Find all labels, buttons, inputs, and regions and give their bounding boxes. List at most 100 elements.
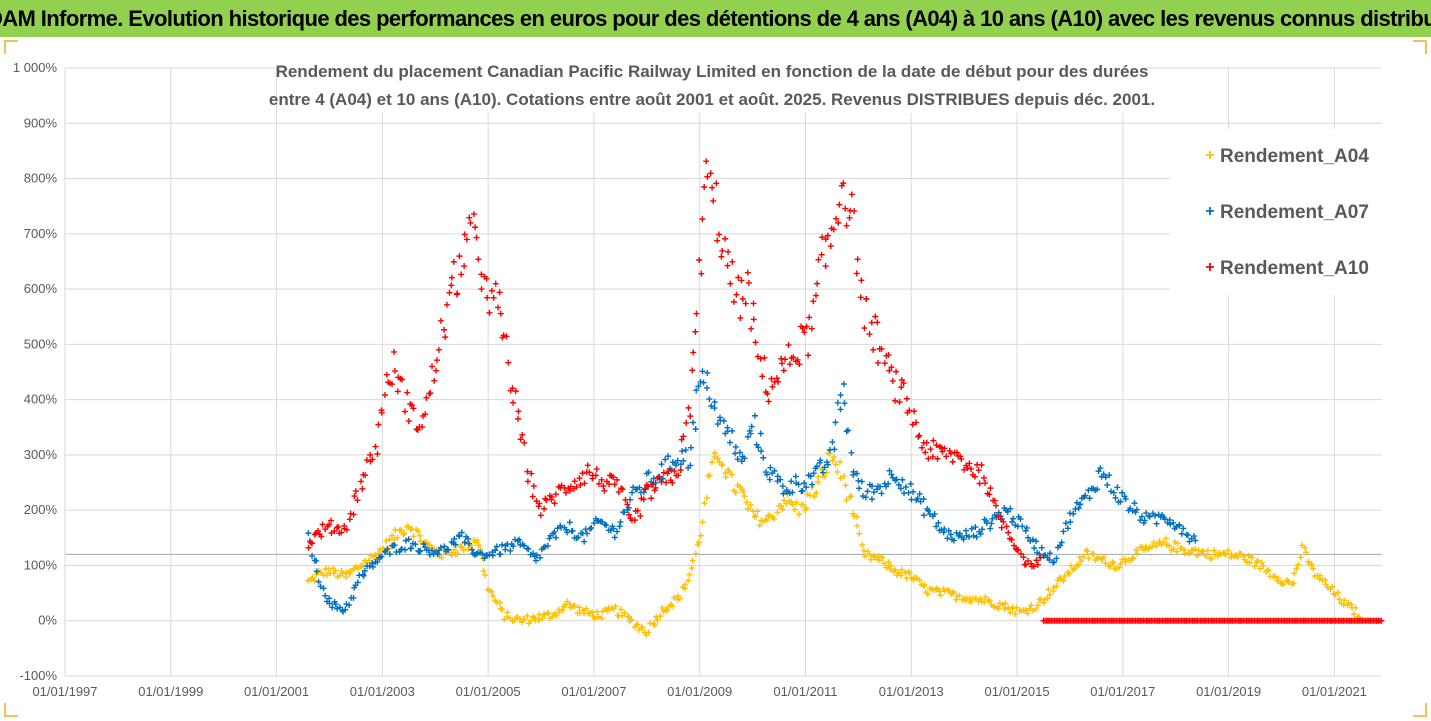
point-rendement-a04: [891, 566, 898, 573]
point-rendement-a04: [991, 603, 998, 610]
point-rendement-a04: [535, 617, 542, 624]
point-rendement-a04: [1117, 560, 1124, 567]
point-rendement-a04: [591, 615, 598, 622]
point-rendement-a10: [611, 481, 618, 488]
point-rendement-a04: [1335, 589, 1342, 596]
point-rendement-a10: [359, 485, 366, 492]
point-rendement-a04: [1170, 546, 1177, 553]
point-rendement-a07: [843, 428, 850, 435]
point-rendement-a07: [1170, 519, 1177, 526]
point-rendement-a04: [771, 515, 778, 522]
point-rendement-a04: [1078, 558, 1085, 565]
point-rendement-a04: [994, 604, 1001, 611]
point-rendement-a10: [947, 450, 954, 457]
point-rendement-a10: [893, 368, 900, 375]
point-rendement-a04: [482, 572, 489, 579]
point-rendement-a07: [625, 504, 632, 511]
point-rendement-a07: [1031, 545, 1038, 552]
point-rendement-a04: [1221, 550, 1228, 557]
point-rendement-a04: [898, 566, 905, 573]
point-rendement-a07: [1058, 539, 1065, 546]
point-rendement-a07: [486, 551, 493, 558]
point-rendement-a07: [899, 476, 906, 483]
point-rendement-a10: [943, 453, 950, 460]
point-rendement-a07: [369, 563, 376, 570]
point-rendement-a07: [748, 423, 755, 430]
point-rendement-a10: [519, 431, 526, 438]
point-rendement-a10: [993, 502, 1000, 509]
point-rendement-a07: [461, 539, 468, 546]
point-rendement-a10: [382, 391, 389, 398]
point-rendement-a07: [792, 473, 799, 480]
point-rendement-a07: [1007, 505, 1014, 512]
legend-background: [1170, 129, 1385, 295]
point-rendement-a10: [450, 258, 457, 265]
point-rendement-a10: [318, 533, 325, 540]
point-rendement-a07: [1024, 534, 1031, 541]
point-rendement-a10: [835, 219, 842, 226]
point-rendement-a10: [1022, 561, 1029, 568]
point-rendement-a10: [391, 368, 398, 375]
point-rendement-a07: [886, 467, 893, 474]
point-rendement-a07: [783, 486, 790, 493]
point-rendement-a10: [625, 511, 632, 518]
point-rendement-a10: [803, 323, 810, 330]
point-rendement-a10: [369, 456, 376, 463]
point-rendement-a10: [808, 325, 815, 332]
point-rendement-a07: [734, 456, 741, 463]
point-rendement-a10: [494, 304, 501, 311]
point-rendement-a10: [622, 496, 629, 503]
point-rendement-a10: [470, 211, 477, 218]
point-rendement-a10: [892, 397, 899, 404]
point-rendement-a04: [967, 599, 974, 606]
point-rendement-a04: [1341, 597, 1348, 604]
point-rendement-a10: [422, 411, 429, 418]
point-rendement-a10: [335, 523, 342, 530]
point-rendement-a04: [881, 560, 888, 567]
point-rendement-a04: [410, 533, 417, 540]
point-rendement-a10: [613, 476, 620, 483]
point-rendement-a10: [737, 315, 744, 322]
point-rendement-a04: [671, 594, 678, 601]
point-rendement-a04: [803, 505, 810, 512]
point-rendement-a04: [903, 575, 910, 582]
chart-title-line-2: entre 4 (A04) et 10 ans (A10). Cotations…: [269, 90, 1155, 109]
point-rendement-a07: [907, 480, 914, 487]
point-rendement-a07: [841, 400, 848, 407]
point-rendement-a10: [819, 234, 826, 241]
point-rendement-a10: [429, 363, 436, 370]
point-rendement-a04: [1285, 578, 1292, 585]
point-rendement-a07: [361, 567, 368, 574]
point-rendement-a10: [750, 300, 757, 307]
point-rendement-a07: [1129, 507, 1136, 514]
point-rendement-a07: [941, 526, 948, 533]
point-rendement-a07: [1180, 525, 1187, 532]
point-rendement-a07: [386, 551, 393, 558]
point-rendement-a07: [780, 490, 787, 497]
point-rendement-a07: [870, 489, 877, 496]
point-rendement-a04: [394, 534, 401, 541]
point-rendement-a10: [718, 253, 725, 260]
point-rendement-a07: [905, 489, 912, 496]
point-rendement-a07: [417, 547, 424, 554]
point-rendement-a07: [552, 534, 559, 541]
point-rendement-a07: [809, 481, 816, 488]
point-rendement-a10: [624, 501, 631, 508]
point-rendement-a10: [1008, 536, 1015, 543]
point-rendement-a10: [761, 354, 768, 361]
point-rendement-a07: [586, 525, 593, 532]
point-rendement-a07: [350, 594, 357, 601]
point-rendement-a10: [478, 271, 485, 278]
point-rendement-a07: [551, 528, 558, 535]
point-rendement-a10: [351, 493, 358, 500]
point-rendement-a04: [372, 551, 379, 558]
point-rendement-a04: [793, 499, 800, 506]
point-rendement-a10: [537, 512, 544, 519]
point-rendement-a07: [747, 430, 754, 437]
point-rendement-a10: [954, 449, 961, 456]
point-rendement-a10: [551, 500, 558, 507]
point-rendement-a10: [796, 361, 803, 368]
point-rendement-a10: [724, 262, 731, 269]
point-rendement-a07: [757, 430, 764, 437]
point-rendement-a04: [1251, 563, 1258, 570]
